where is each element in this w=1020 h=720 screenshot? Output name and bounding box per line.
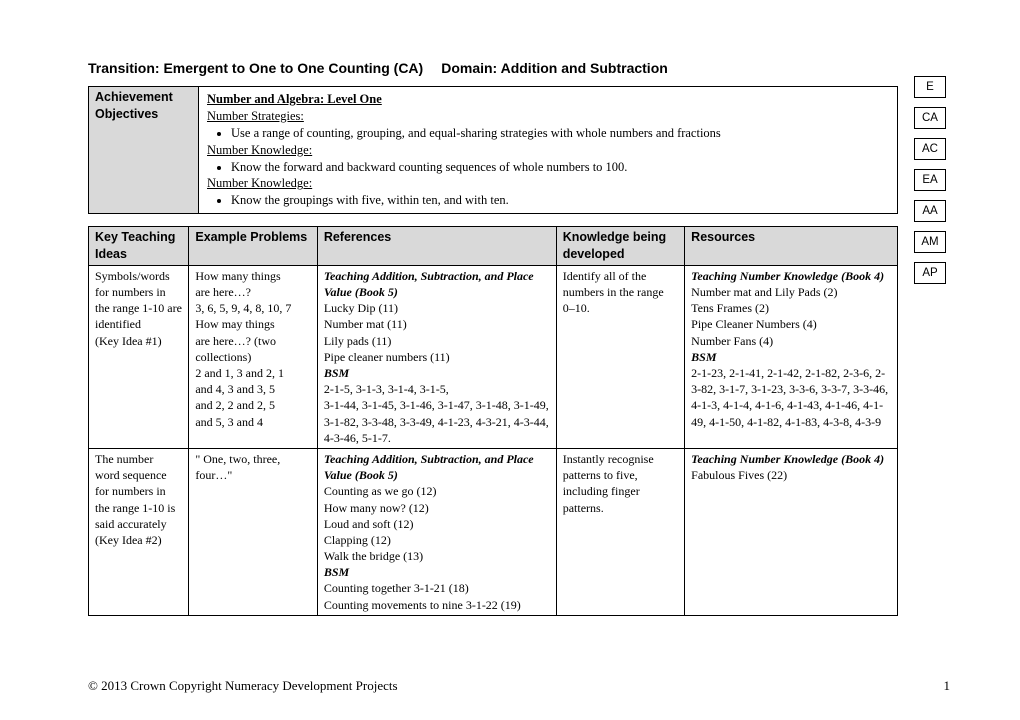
ref-cell: Teaching Addition, Subtraction, and Plac… bbox=[317, 265, 556, 448]
ex-cell: How many things are here…? 3, 6, 5, 9, 4… bbox=[189, 265, 317, 448]
kn-cell: Instantly recognise patterns to five, in… bbox=[556, 448, 684, 615]
ao-sec2-title: Number Knowledge: bbox=[207, 142, 889, 159]
key-teaching-table: Key Teaching Ideas Example Problems Refe… bbox=[88, 226, 898, 616]
ao-sec1-bullet: Use a range of counting, grouping, and e… bbox=[231, 125, 889, 142]
ao-sec3-bullet: Know the groupings with five, within ten… bbox=[231, 192, 889, 209]
kti-cell: The number word sequence for numbers in … bbox=[89, 448, 189, 615]
stage-box-ca: CA bbox=[914, 107, 946, 129]
ao-sec3-title: Number Knowledge: bbox=[207, 175, 889, 192]
kti-cell: Symbols/words for numbers in the range 1… bbox=[89, 265, 189, 448]
title-right: Domain: Addition and Subtraction bbox=[441, 60, 668, 76]
col-header-ex: Example Problems bbox=[189, 227, 317, 266]
ao-label-cell: Achievement Objectives bbox=[89, 87, 199, 214]
ao-label-1: Achievement bbox=[95, 90, 173, 104]
res-cell: Teaching Number Knowledge (Book 4) Fabul… bbox=[685, 448, 898, 615]
title-left: Transition: Emergent to One to One Count… bbox=[88, 60, 423, 76]
table-row: Symbols/words for numbers in the range 1… bbox=[89, 265, 898, 448]
page-footer: © 2013 Crown Copyright Numeracy Developm… bbox=[88, 678, 950, 694]
stage-box-ea: EA bbox=[914, 169, 946, 191]
table-row: The number word sequence for numbers in … bbox=[89, 448, 898, 615]
col-header-ref: References bbox=[317, 227, 556, 266]
stage-indicator-column: E CA AC EA AA AM AP bbox=[914, 76, 946, 284]
stage-box-am: AM bbox=[914, 231, 946, 253]
col-header-res: Resources bbox=[685, 227, 898, 266]
ao-sec2-bullet: Know the forward and backward counting s… bbox=[231, 159, 889, 176]
kn-cell: Identify all of the numbers in the range… bbox=[556, 265, 684, 448]
ref-cell: Teaching Addition, Subtraction, and Plac… bbox=[317, 448, 556, 615]
footer-page-number: 1 bbox=[944, 678, 951, 694]
ao-heading: Number and Algebra: Level One bbox=[207, 91, 889, 108]
achievement-objectives-table: Achievement Objectives Number and Algebr… bbox=[88, 86, 898, 214]
col-header-kn: Knowledge being developed bbox=[556, 227, 684, 266]
stage-box-e: E bbox=[914, 76, 946, 98]
ex-cell: " One, two, three, four…" bbox=[189, 448, 317, 615]
stage-box-ac: AC bbox=[914, 138, 946, 160]
col-header-kti: Key Teaching Ideas bbox=[89, 227, 189, 266]
ao-content-cell: Number and Algebra: Level One Number Str… bbox=[199, 87, 898, 214]
page-title: Transition: Emergent to One to One Count… bbox=[88, 60, 950, 76]
ao-sec1-title: Number Strategies: bbox=[207, 108, 889, 125]
stage-box-ap: AP bbox=[914, 262, 946, 284]
footer-copyright: © 2013 Crown Copyright Numeracy Developm… bbox=[88, 678, 398, 694]
stage-box-aa: AA bbox=[914, 200, 946, 222]
res-cell: Teaching Number Knowledge (Book 4) Numbe… bbox=[685, 265, 898, 448]
ao-label-2: Objectives bbox=[95, 107, 158, 121]
